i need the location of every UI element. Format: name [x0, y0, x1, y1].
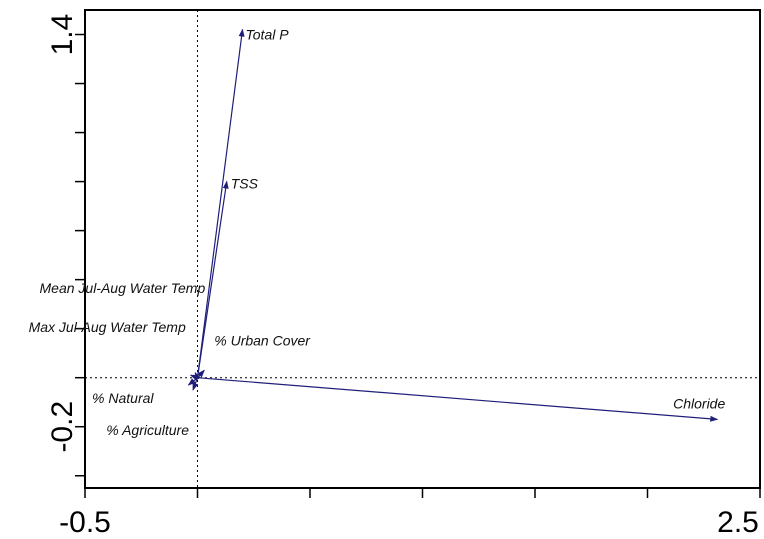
vector-label-natural: % Natural: [92, 390, 154, 406]
vector-max-jul-aug-water-temp: [189, 374, 199, 381]
y-tick-label-max: 1.4: [46, 14, 79, 56]
y-tick-label-min: -0.2: [46, 401, 79, 453]
vector-label-mean-jul-aug-water-temp: Mean Jul-Aug Water Temp: [40, 280, 206, 296]
vector-label-chloride: Chloride: [673, 395, 725, 411]
x-tick-label-min: -0.5: [59, 506, 111, 539]
x-tick-label-max: 2.5: [717, 506, 759, 539]
vector-label-urban-cover: % Urban Cover: [214, 332, 311, 348]
vector-agriculture: [192, 377, 199, 391]
vector-label-total-p: Total P: [246, 27, 290, 43]
vector-label-max-jul-aug-water-temp: Max Jul-Aug Water Temp: [29, 319, 186, 335]
vector-chloride: [197, 377, 719, 422]
vector-total-p: [196, 28, 245, 378]
vector-label-tss: TSS: [231, 176, 259, 192]
vector-tss: [196, 180, 229, 378]
vector-label-agriculture: % Agriculture: [106, 422, 189, 438]
vector-natural: [187, 377, 198, 386]
plot-frame: [84, 9, 761, 489]
